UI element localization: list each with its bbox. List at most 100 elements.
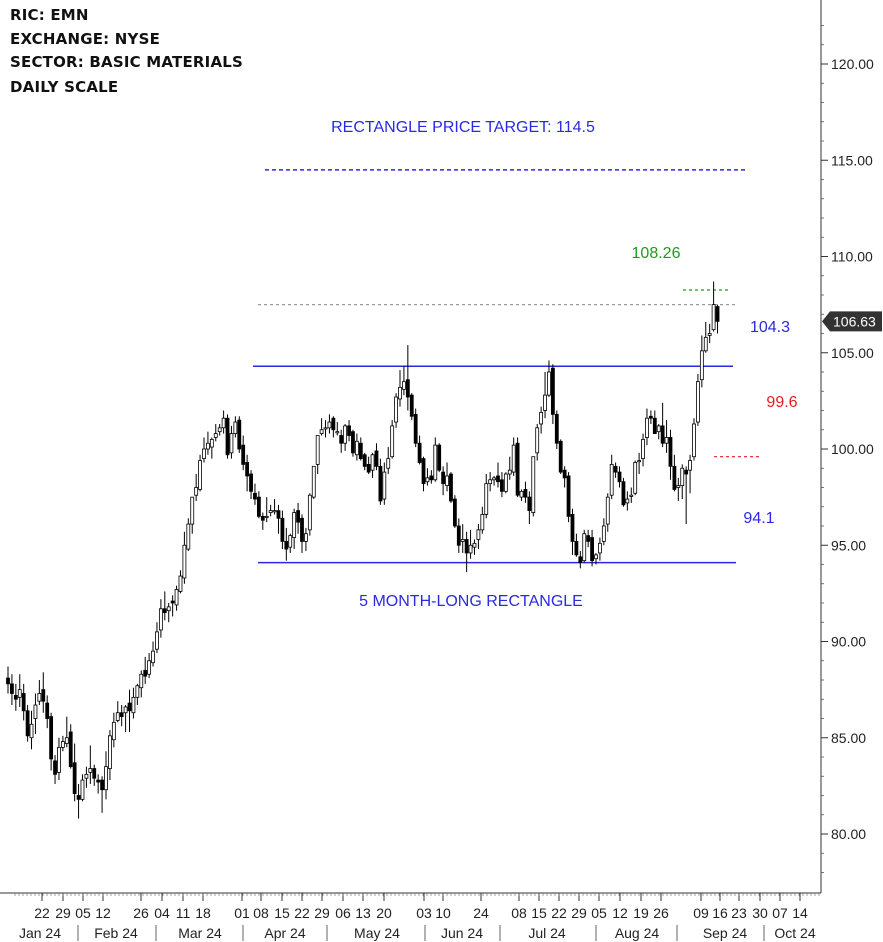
candle-body — [315, 435, 320, 465]
candle-body — [131, 696, 136, 714]
candle — [84, 766, 89, 788]
candle — [370, 452, 375, 478]
candle — [53, 755, 57, 784]
candle — [492, 475, 496, 486]
candle — [92, 764, 97, 786]
candle — [586, 529, 591, 548]
candle — [354, 433, 359, 461]
x-day-label: 22 — [294, 905, 310, 921]
candle-body — [558, 440, 563, 473]
candle-body — [155, 631, 159, 650]
candle — [88, 745, 93, 784]
candle-body — [390, 425, 395, 458]
candle-body — [88, 768, 93, 773]
x-day-label: 20 — [376, 905, 392, 921]
candle-body — [37, 693, 42, 702]
candle-body — [594, 554, 598, 560]
candle-body — [96, 779, 101, 783]
x-day-label: 12 — [612, 905, 628, 921]
y-tick-label: 115.00 — [831, 152, 873, 168]
candle — [699, 335, 704, 388]
candle-body — [307, 494, 312, 531]
candle-body — [578, 556, 583, 563]
candle — [574, 533, 579, 557]
candle — [535, 423, 540, 461]
candle-body — [194, 487, 199, 496]
candle-body — [186, 523, 191, 550]
candle — [343, 423, 348, 451]
candle-body — [245, 462, 250, 477]
candle — [13, 683, 18, 711]
candle — [558, 439, 563, 475]
candle — [472, 539, 477, 555]
candle-body — [21, 693, 26, 712]
candle-body — [276, 510, 281, 519]
x-day-label: 18 — [195, 905, 211, 921]
candle-body — [472, 542, 477, 548]
candle — [241, 435, 246, 471]
candles-layer — [6, 281, 720, 819]
candle — [80, 774, 85, 802]
exchange-label: EXCHANGE: NYSE — [10, 30, 161, 48]
candle-body — [519, 490, 524, 498]
candle — [696, 373, 700, 426]
candle-body — [268, 510, 273, 513]
candle — [68, 724, 73, 769]
candle-body — [115, 712, 120, 721]
y-tick-label: 80.00 — [831, 826, 866, 842]
candle-body — [625, 498, 630, 504]
candle-body — [699, 350, 704, 381]
candle — [296, 502, 300, 534]
candle — [703, 321, 708, 353]
candle-body — [41, 689, 46, 702]
candle — [115, 701, 120, 723]
candle-body — [570, 514, 575, 542]
candle-body — [237, 419, 242, 450]
candle-body — [684, 469, 689, 475]
candle — [72, 743, 77, 802]
candle — [327, 414, 332, 434]
candle — [531, 456, 536, 517]
candle-body — [488, 479, 493, 485]
candle — [621, 477, 626, 507]
candle — [484, 474, 489, 519]
candle — [613, 462, 618, 478]
candle-body — [25, 710, 30, 737]
candle — [190, 496, 195, 534]
candle-body — [60, 741, 65, 748]
candle — [315, 435, 320, 475]
candle — [445, 462, 449, 492]
x-day-label: 05 — [75, 905, 91, 921]
candle-body — [170, 600, 175, 604]
candle — [260, 512, 265, 530]
candle-body — [433, 444, 438, 481]
candle-body — [484, 483, 489, 515]
candle-body — [696, 381, 700, 423]
ric-label: RIC: EMN — [10, 6, 89, 24]
candle — [119, 705, 124, 727]
candle-body — [503, 473, 508, 492]
candle — [221, 410, 226, 434]
candle-body — [507, 469, 512, 475]
candle — [186, 518, 191, 552]
candle-body — [300, 517, 304, 542]
x-day-label: 05 — [591, 905, 607, 921]
candle-body — [33, 704, 38, 719]
candle — [304, 527, 308, 552]
candle — [570, 508, 575, 555]
candle — [382, 462, 387, 505]
x-month-label: May 24 — [354, 925, 400, 941]
x-month-label: Aug 24 — [615, 925, 660, 941]
candle — [366, 456, 371, 475]
candle-body — [523, 489, 528, 498]
candle-body — [284, 541, 289, 550]
price-tag-label: 106.63 — [833, 313, 876, 329]
candle-body — [45, 702, 50, 719]
candle — [135, 683, 140, 706]
candle — [664, 420, 669, 453]
x-day-label: 08 — [253, 905, 269, 921]
candle — [143, 656, 148, 684]
x-day-label: 16 — [712, 905, 728, 921]
candle-body — [476, 529, 481, 540]
candle-body — [347, 425, 351, 436]
